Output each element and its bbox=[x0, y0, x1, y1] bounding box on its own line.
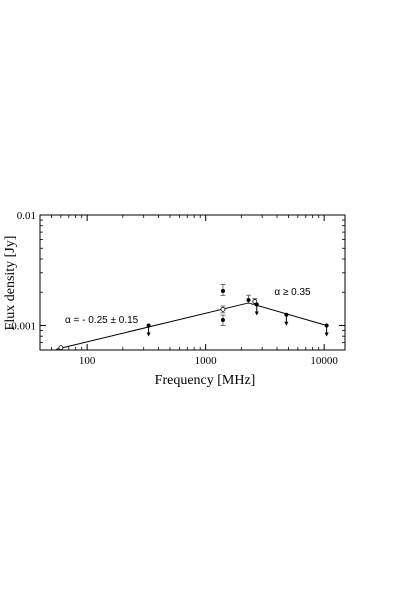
y-tick-label: 0.001 bbox=[11, 320, 36, 332]
upper-limit-arrow-head bbox=[284, 321, 289, 326]
x-tick-label: 1000 bbox=[195, 355, 218, 367]
open-detection-point bbox=[58, 345, 64, 351]
annotations: α = - 0.25 ± 0.15 α ≥ 0.35 bbox=[65, 287, 311, 326]
upper-limit-arrow-head bbox=[254, 311, 259, 316]
detection-point bbox=[246, 298, 251, 303]
detection-point bbox=[220, 289, 225, 294]
x-tick-label: 10000 bbox=[310, 355, 338, 367]
spectral-index-annotation: α ≥ 0.35 bbox=[274, 287, 311, 298]
upper-limit-arrow-head bbox=[146, 332, 151, 337]
detection-point bbox=[220, 318, 225, 323]
upper-limit-arrow-head bbox=[324, 332, 329, 337]
data-points bbox=[58, 289, 329, 351]
minor-ticks bbox=[39, 215, 345, 351]
open-detection-point bbox=[220, 306, 226, 312]
major-ticks bbox=[40, 214, 345, 350]
spectral-index-annotation: α = - 0.25 ± 0.15 bbox=[65, 315, 139, 326]
x-axis-title: Frequency [MHz] bbox=[155, 373, 256, 388]
y-tick-label: 0.01 bbox=[17, 210, 36, 222]
y-axis-title: Flux density [Jy] bbox=[3, 236, 18, 331]
plot-frame bbox=[39, 214, 346, 351]
x-tick-label: 100 bbox=[79, 355, 96, 367]
open-detection-point bbox=[252, 299, 258, 304]
power-law-fit-line bbox=[56, 302, 249, 350]
tick-labels: 100 1000 10000 0.001 0.01 bbox=[11, 210, 338, 367]
